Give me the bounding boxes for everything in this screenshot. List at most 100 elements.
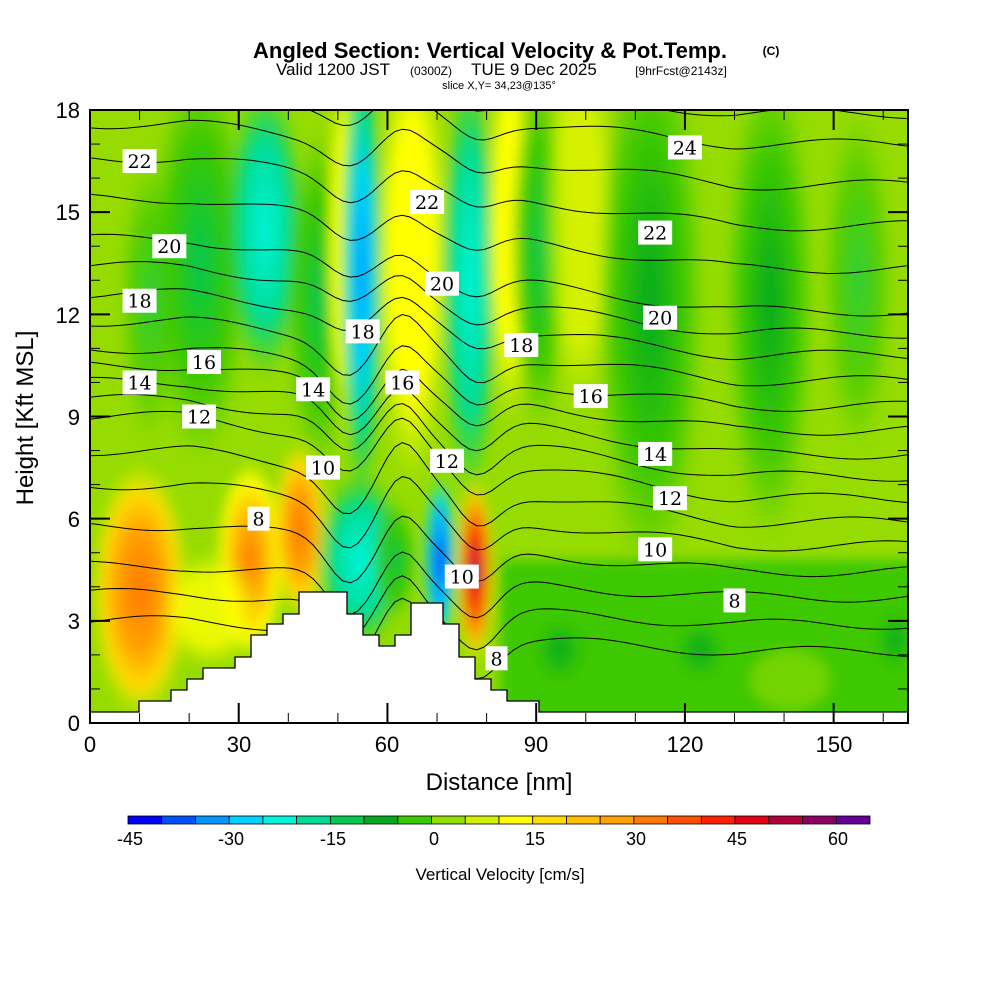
contour-label: 12 (182, 404, 217, 429)
y-tick-label: 9 (68, 405, 80, 430)
x-tick-label: 120 (667, 732, 704, 757)
slice-info: slice X,Y= 34,23@135° (442, 80, 556, 92)
contour-label-text: 22 (415, 192, 439, 214)
contour-label: 20 (643, 305, 678, 330)
contour-label: 8 (485, 646, 508, 671)
colorbar-segment (329, 815, 365, 825)
x-tick-label: 90 (524, 732, 548, 757)
contour-label: 14 (638, 441, 673, 466)
contour-label-text: 22 (127, 151, 151, 173)
contour-label-text: 12 (658, 488, 682, 510)
theta-contour-line (90, 515, 908, 584)
theta-contour-line (90, 345, 908, 412)
contour-label: 18 (345, 319, 380, 344)
theta-contour-line (90, 410, 908, 504)
colorbar-tick-label: 30 (626, 829, 646, 849)
y-tick-label: 18 (56, 98, 80, 123)
colorbar-tick-label: -30 (218, 829, 244, 849)
contour-label: 10 (444, 564, 479, 589)
contour-label: 22 (410, 189, 445, 214)
contour-label: 8 (723, 588, 746, 613)
contour-label: 10 (638, 537, 673, 562)
theta-contour-line (307, 110, 908, 150)
y-tick-label: 3 (68, 609, 80, 634)
contour-label: 12 (429, 448, 464, 473)
x-tick-label: 30 (227, 732, 251, 757)
contour-label: 22 (638, 220, 673, 245)
colorbar-segment (262, 815, 298, 825)
velocity-field: 22 20 18 16 14 12 22 20 18 16 14 10 8 12 10 8 18 16 24 22 20… (90, 110, 908, 723)
theta-contour-line (90, 376, 908, 460)
contour-label: 18 (504, 332, 539, 357)
y-tick-labels: 0 3 6 9 12 15 18 (56, 98, 80, 736)
colorbar-segment (835, 815, 871, 825)
contour-label-text: 12 (187, 407, 211, 429)
theta-contour-line (90, 157, 908, 232)
colorbar-segment (768, 815, 803, 825)
colorbar-segment (228, 815, 264, 825)
theta-contour-line (90, 361, 908, 436)
contour-label: 24 (667, 135, 702, 160)
theta-contour-line (90, 288, 908, 361)
contour-label: 14 (122, 370, 157, 395)
colorbar-segment (566, 815, 601, 825)
valid-time: Valid 1200 JST (276, 60, 390, 79)
contour-label: 18 (122, 288, 157, 313)
colorbar-segment (532, 815, 567, 825)
theta-contour-line (90, 476, 908, 552)
colorbar-tick-label: 0 (429, 829, 439, 849)
y-axis-label: Height [Kft MSL] (12, 331, 39, 506)
x-axis-label: Distance [nm] (426, 769, 573, 796)
colorbar-segment (397, 815, 432, 825)
contour-label-text: 18 (127, 291, 151, 313)
colorbar-tick-label: -15 (320, 829, 346, 849)
colorbar-segment (700, 815, 736, 825)
colorbar-segment (667, 815, 702, 825)
colorbar-segment (633, 815, 669, 825)
contour-label-text: 24 (673, 137, 697, 159)
colorbar-segment (296, 815, 331, 825)
contour-label-text: 10 (643, 539, 667, 561)
utc-time: (0300Z) (410, 64, 452, 78)
contour-label: 10 (306, 455, 341, 480)
x-tick-labels: 0 30 60 90 120 150 (84, 732, 852, 757)
theta-contour-line (90, 393, 908, 482)
x-tick-label: 150 (816, 732, 853, 757)
colorbar-segment (734, 815, 770, 825)
theta-contour-line (90, 575, 908, 651)
theta-contour-line (90, 119, 908, 191)
x-tick-label: 60 (375, 732, 399, 757)
colorbar-title: Vertical Velocity [cm/s] (415, 865, 584, 884)
contour-label: 16 (187, 350, 222, 375)
colorbar-tick-label: -45 (117, 829, 143, 849)
contour-label-text: 16 (192, 352, 216, 374)
contour-label: 14 (296, 377, 331, 402)
contour-label-text: 12 (435, 451, 459, 473)
colorbar-segment (599, 815, 635, 825)
theta-contour-line (90, 313, 908, 387)
contour-labels: 22 20 18 16 14 12 22 20 18 16 14 10 8 12 10 8 18 16 24 22 20… (122, 135, 746, 671)
chart-title: Angled Section: Vertical Velocity & Pot.… (253, 38, 727, 63)
colorbar-segment (464, 815, 500, 825)
copyright-mark: (C) (763, 44, 780, 58)
contour-label: 8 (247, 506, 270, 531)
contour-label-text: 8 (728, 590, 740, 612)
contour-label-text: 14 (643, 444, 667, 466)
contour-label-text: 18 (351, 321, 375, 343)
contour-label-text: 10 (311, 458, 335, 480)
terrain (90, 591, 908, 723)
x-tick-label: 0 (84, 732, 96, 757)
colorbar-segment (498, 815, 534, 825)
contour-label: 20 (152, 234, 187, 259)
theta-contour-line (90, 551, 908, 619)
colorbar-tick-label: 15 (525, 829, 545, 849)
y-tick-label: 6 (68, 507, 80, 532)
contour-label-text: 20 (648, 308, 672, 330)
contour-label-text: 14 (127, 372, 151, 394)
contour-label-text: 8 (490, 648, 502, 670)
contour-label-text: 8 (253, 509, 265, 531)
colorbar-segment (802, 815, 837, 825)
contour-label: 20 (424, 271, 459, 296)
colorbar-tick-label: 60 (828, 829, 848, 849)
